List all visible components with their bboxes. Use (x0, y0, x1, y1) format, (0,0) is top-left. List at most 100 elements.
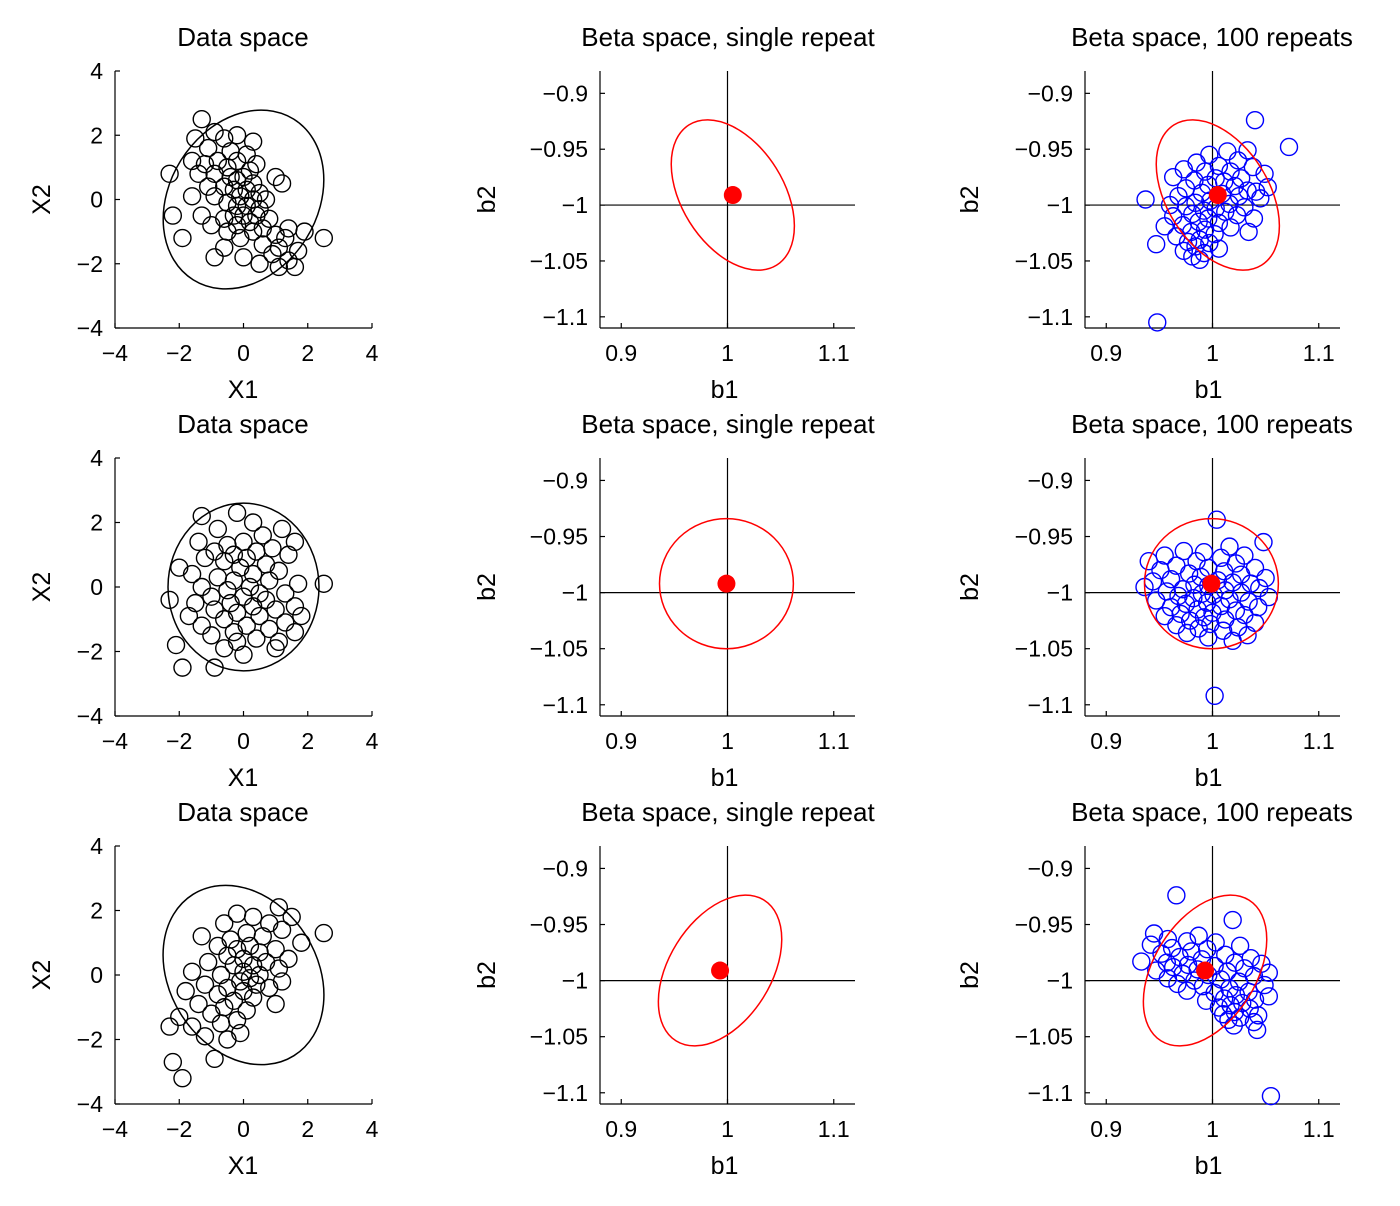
data-point (166, 635, 186, 655)
data-point (205, 542, 224, 561)
x-tick-label: 4 (366, 1116, 379, 1142)
data-point (218, 581, 237, 600)
x-tick-label: 2 (301, 728, 314, 754)
data-point (1155, 606, 1174, 626)
x-tick-label: 1.1 (1303, 340, 1335, 366)
y-tick-label: −1.05 (530, 636, 588, 662)
y-tick-label: −1 (1047, 580, 1073, 606)
data-points (1136, 110, 1299, 332)
x-tick-label: 1.1 (818, 1116, 850, 1142)
true-beta-point (723, 186, 742, 205)
data-point (243, 132, 263, 151)
data-point (243, 513, 263, 532)
data-point (266, 639, 285, 658)
data-point (260, 914, 279, 933)
data-point (205, 122, 224, 142)
data-point (1168, 974, 1187, 994)
panel-row2-beta-100: 0.9 1 1.1 −0.9 −0.95 −1 −1.05 −1.1 Beta space, 1… (956, 409, 1353, 792)
data-point (1163, 167, 1183, 187)
data-point (266, 994, 285, 1014)
data-point (215, 914, 234, 933)
y-tick-label: −0.9 (543, 855, 588, 881)
data-point (231, 187, 250, 206)
data-point (1199, 209, 1218, 228)
data-point (189, 994, 208, 1014)
data-point (160, 590, 179, 610)
x-tick-label: 0.9 (605, 1116, 637, 1142)
data-point (231, 1023, 250, 1043)
data-point (1173, 964, 1192, 984)
data-point (292, 606, 311, 626)
data-point (224, 956, 244, 975)
y-tick-label: 2 (90, 122, 103, 148)
panel-title: Data space (177, 409, 309, 439)
data-point (1144, 924, 1164, 943)
data-point (285, 597, 305, 616)
panel-title: Beta space, single repeat (581, 409, 875, 439)
data-point (1161, 569, 1181, 589)
data-point (1148, 313, 1167, 332)
data-point (1255, 164, 1274, 184)
x-axis-label: b1 (711, 1152, 739, 1180)
data-point (237, 548, 256, 568)
data-points (160, 109, 334, 277)
y-tick-label: −1.05 (1015, 248, 1073, 274)
y-axis-label: b2 (473, 573, 501, 601)
data-point (215, 238, 234, 257)
x-tick-label: 0 (237, 728, 250, 754)
data-point (1146, 234, 1166, 254)
data-point (218, 193, 237, 212)
data-point (269, 238, 289, 257)
y-tick-label: −0.95 (1015, 136, 1073, 162)
panel-title: Beta space, single repeat (581, 22, 875, 52)
data-point (227, 215, 247, 235)
data-point (314, 923, 334, 943)
data-point (247, 542, 266, 561)
data-point (272, 972, 292, 991)
data-point (272, 519, 292, 539)
x-tick-label: 0.9 (605, 728, 637, 754)
x-tick-label: 4 (366, 728, 379, 754)
data-point (1223, 910, 1242, 930)
data-point (240, 577, 260, 597)
data-point (237, 616, 256, 635)
data-point (272, 920, 292, 940)
y-tick-label: −1 (562, 968, 588, 994)
x-axis-label: b1 (1195, 764, 1223, 792)
panel-row3-data: −4 −2 0 2 4 −4 −2 0 2 4 Data space X1 X2 (28, 797, 379, 1180)
data-point (1279, 137, 1299, 157)
y-tick-label: 0 (90, 187, 103, 213)
y-tick-label: −1.05 (1015, 636, 1073, 662)
data-point (1161, 597, 1181, 617)
data-point (179, 606, 199, 626)
data-point (208, 936, 228, 956)
data-point (314, 228, 334, 248)
data-point (240, 936, 260, 956)
data-point (227, 632, 247, 652)
data-point (192, 506, 211, 526)
data-point (240, 969, 260, 988)
panel-row3-beta-100: 0.9 1 1.1 −0.9 −0.95 −1 −1.05 −1.1 Beta space, 1… (956, 797, 1353, 1180)
data-point (205, 600, 224, 619)
data-point (205, 248, 224, 267)
data-point (182, 962, 202, 981)
data-point (198, 177, 218, 196)
data-point (1221, 218, 1240, 237)
data-point (227, 603, 247, 622)
data-point (1205, 686, 1224, 706)
y-tick-label: −1.1 (1028, 692, 1073, 718)
data-point (1244, 1012, 1264, 1032)
data-point (173, 228, 192, 248)
y-axis-label: b2 (956, 573, 984, 601)
data-point (211, 965, 231, 985)
y-tick-label: 4 (90, 445, 103, 471)
data-point (227, 503, 247, 523)
data-point (1179, 564, 1199, 583)
data-point (1247, 1020, 1267, 1040)
x-tick-label: 0 (237, 1116, 250, 1142)
data-point (189, 532, 208, 552)
panel-row1-beta-single: 0.9 1 1.1 −0.9 −0.95 −1 −1.05 −1.1 Beta space, s… (473, 22, 875, 404)
data-point (163, 206, 183, 225)
data-point (237, 180, 256, 200)
data-point (170, 558, 189, 577)
